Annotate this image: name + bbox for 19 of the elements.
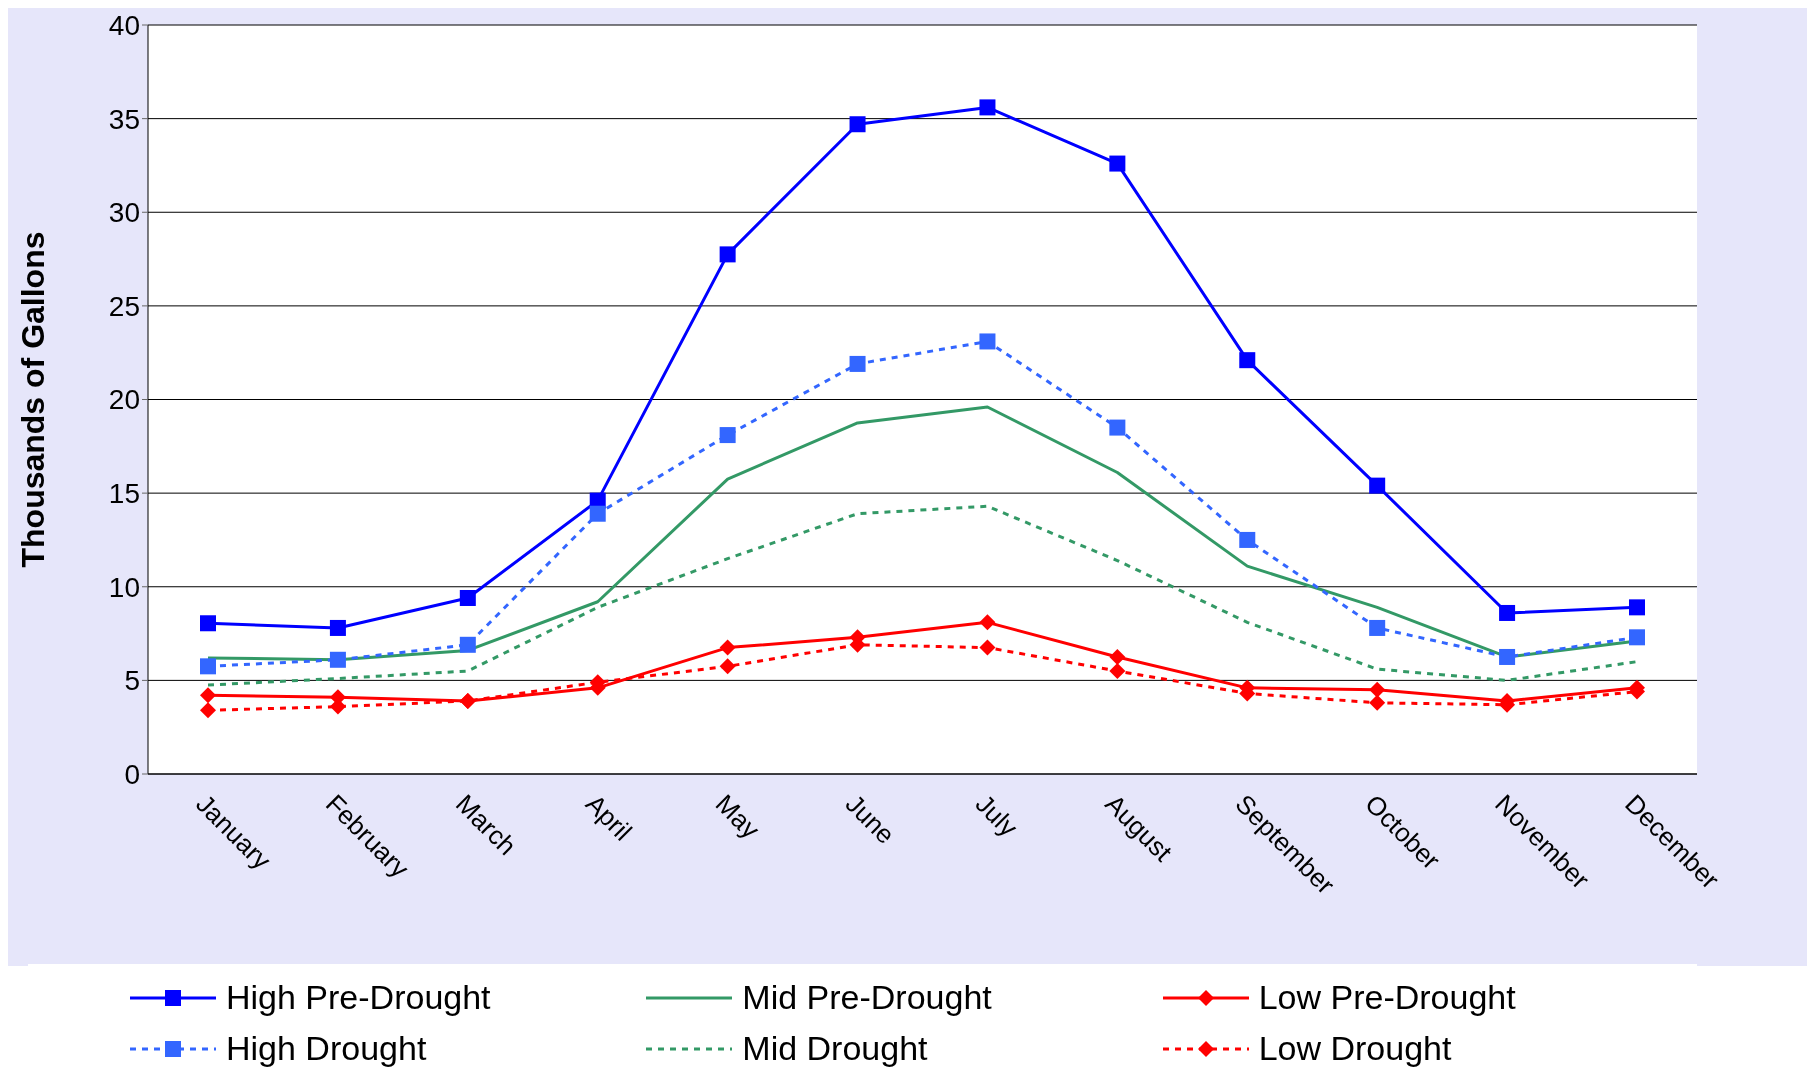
y-tick-label: 30 [108,197,140,229]
y-tick-label: 0 [124,758,140,790]
y-axis-title: Thousands of Gallons [15,231,52,568]
legend-label: Mid Pre-Drought [742,978,992,1017]
y-tick-label: 10 [108,571,140,603]
legend-label: Mid Drought [742,1029,928,1068]
legend-label: Low Pre-Drought [1258,978,1516,1017]
x-tick-label: July [969,788,1024,843]
y-tick-label: 40 [108,9,140,41]
y-tick-label: 5 [124,665,140,697]
y-tick-label: 25 [108,290,140,322]
y-tick-label: 15 [108,478,140,510]
x-tick-label: May [709,788,766,845]
x-tick-label: April [579,788,638,847]
y-tick-label: 20 [108,384,140,416]
y-tick-label: 35 [108,103,140,135]
legend-label: High Pre-Drought [226,978,491,1017]
legend-label: Low Drought [1258,1029,1452,1068]
legend-label: High Drought [226,1029,427,1068]
